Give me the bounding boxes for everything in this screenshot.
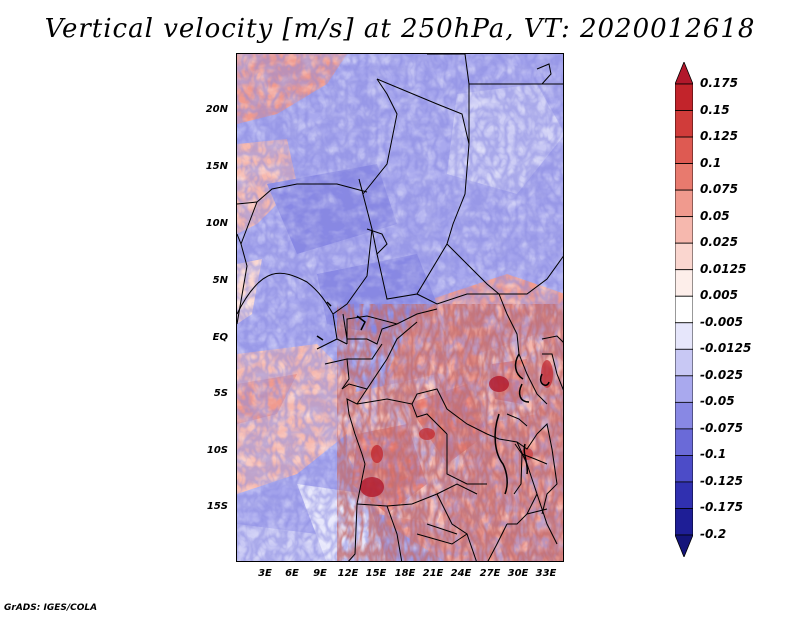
colorbar-label: -0.1 <box>700 447 727 462</box>
lat-label-10n: 10N <box>205 218 228 229</box>
colorbar-cell-17 <box>675 508 693 536</box>
lon-label-30e: 30E <box>507 568 529 579</box>
colorbar-cell-8 <box>675 269 693 297</box>
lon-label-15e: 15E <box>365 568 387 579</box>
colorbar-cell-9 <box>675 295 693 324</box>
colorbar-label: -0.05 <box>700 394 735 409</box>
colorbar-label: -0.125 <box>700 473 743 488</box>
lon-label-24e: 24E <box>450 568 472 579</box>
lat-label-15n: 15N <box>205 161 228 172</box>
vertical-velocity-field <box>237 54 563 561</box>
colorbar-label: -0.025 <box>700 367 743 382</box>
colorbar-cell-6 <box>675 216 693 244</box>
lat-label-eq: EQ <box>212 332 228 343</box>
colorbar-label: 0.05 <box>700 208 730 223</box>
colorbar-label: 0.175 <box>700 76 738 90</box>
colorbar-cell-18 <box>675 534 693 557</box>
colorbar-cell-4 <box>675 163 693 191</box>
colorbar-cell-5 <box>675 189 693 218</box>
lon-label-27e: 27E <box>479 568 501 579</box>
colorbar-label: -0.075 <box>700 420 743 435</box>
lat-label-15s: 15S <box>206 501 228 512</box>
lat-label-5n: 5N <box>212 275 228 286</box>
lon-label-3e: 3E <box>258 568 272 579</box>
lat-label-10s: 10S <box>206 445 228 456</box>
colorbar-label: 0.005 <box>700 288 738 303</box>
grads-credit: GrADS: IGES/COLA <box>4 603 98 613</box>
colorbar-label: -0.0125 <box>700 341 752 356</box>
colorbar-label: -0.005 <box>700 314 743 329</box>
colorbar-cell-2 <box>675 110 693 138</box>
lon-label-12e: 12E <box>337 568 359 579</box>
colorbar-cell-10 <box>675 322 693 350</box>
colorbar-cell-0 <box>675 62 693 85</box>
lon-label-33e: 33E <box>535 568 557 579</box>
colorbar-cell-14 <box>675 428 693 456</box>
colorbar-label: 0.075 <box>700 182 738 197</box>
colorbar-cell-12 <box>675 375 693 403</box>
lat-label-5s: 5S <box>213 388 228 399</box>
colorbar-cell-3 <box>675 136 693 164</box>
colorbar-cell-7 <box>675 242 693 271</box>
colorbar-cell-11 <box>675 348 693 377</box>
colorbar-cell-13 <box>675 401 693 430</box>
map-panel <box>236 53 564 562</box>
colorbar-label: 0.0125 <box>700 261 747 276</box>
lat-label-20n: 20N <box>205 104 228 115</box>
colorbar-cell-1 <box>675 83 693 111</box>
colorbar-label: -0.175 <box>700 500 743 515</box>
colorbar <box>675 62 693 557</box>
colorbar-cell-15 <box>675 455 693 483</box>
colorbar-label: 0.15 <box>700 102 730 117</box>
colorbar-label: 0.125 <box>700 129 738 144</box>
colorbar-label: 0.1 <box>700 155 722 170</box>
map-title: Vertical velocity [m/s] at 250hPa, VT: 2… <box>44 14 756 44</box>
colorbar-label: -0.2 <box>700 527 727 541</box>
lon-label-21e: 21E <box>422 568 444 579</box>
colorbar-label: 0.025 <box>700 235 738 250</box>
lon-label-6e: 6E <box>285 568 299 579</box>
lon-label-9e: 9E <box>313 568 327 579</box>
lon-label-18e: 18E <box>394 568 416 579</box>
colorbar-cell-16 <box>675 481 693 509</box>
